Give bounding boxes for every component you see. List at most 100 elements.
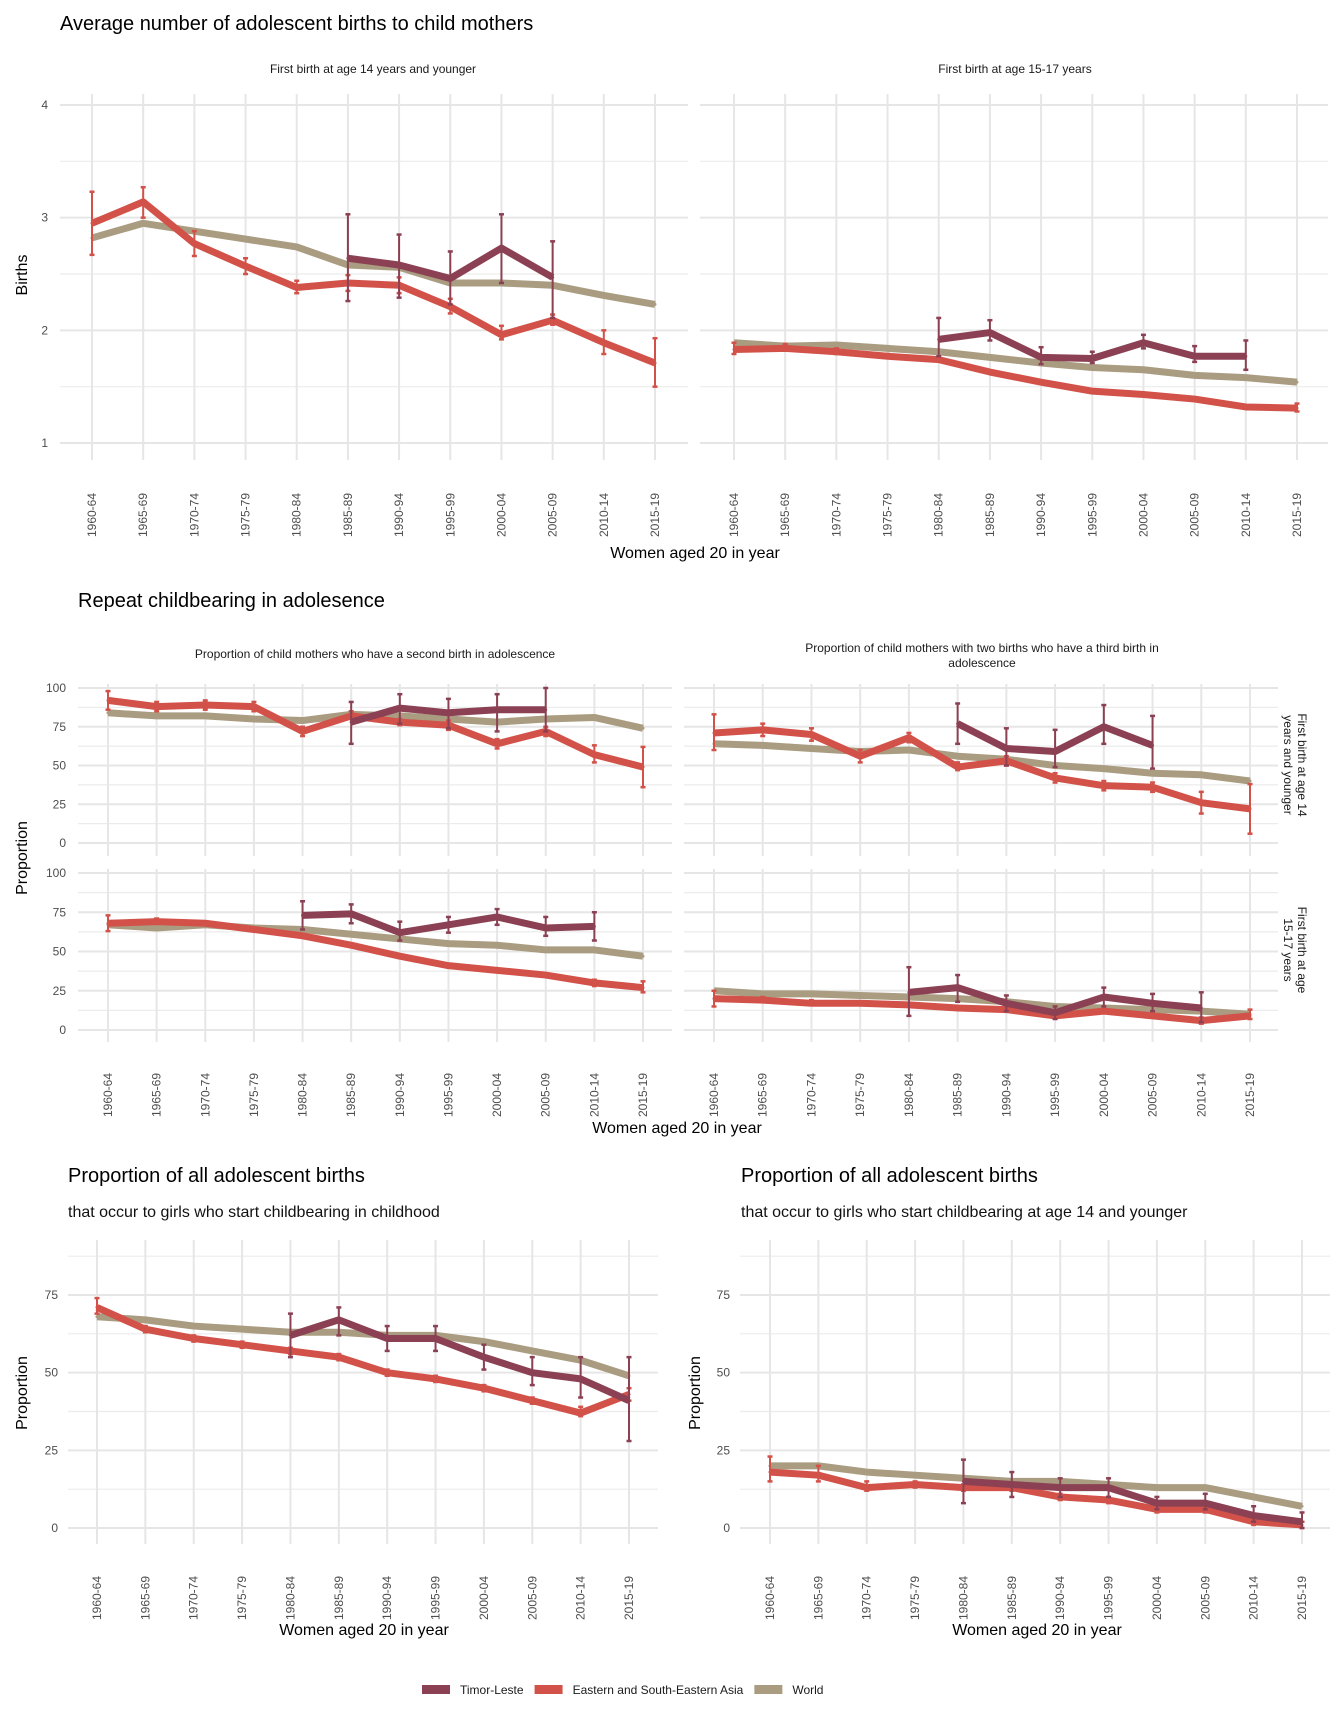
series-line (733, 339, 1298, 386)
legend-swatch (422, 1685, 450, 1694)
error-bar (885, 352, 891, 359)
error-bar (1009, 1470, 1015, 1499)
error-bar (345, 213, 351, 303)
facet-label-births-14: First birth at age 14 years and younger (270, 62, 476, 76)
x-tick-label: 1980-84 (956, 1576, 970, 1620)
data-point (155, 926, 159, 930)
error-bar (1057, 1477, 1063, 1499)
series-timor-leste (955, 702, 1156, 770)
y-tick-label: 0 (51, 1521, 58, 1535)
legend-item: Timor-Leste (422, 1683, 524, 1697)
section-subtitle-share-14: that occur to girls who start childbeari… (741, 1204, 1188, 1221)
x-tick-label: 1980-84 (283, 1576, 297, 1620)
series-eastern-and-south-eastern-asia (94, 1296, 632, 1418)
error-bar (955, 702, 961, 746)
x-tick-label: 1965-69 (150, 1073, 164, 1117)
error-bar (348, 903, 354, 925)
error-bar (1202, 1492, 1208, 1511)
data-point (252, 717, 256, 721)
error-bar (912, 1480, 918, 1489)
error-bar (760, 995, 766, 1003)
error-bar (529, 1355, 535, 1387)
error-bar (348, 942, 354, 949)
error-bar (833, 347, 839, 356)
error-bar (202, 920, 208, 927)
error-bar (1150, 1013, 1156, 1019)
error-bar (1038, 379, 1044, 385)
y-tick-label: 0 (723, 1521, 730, 1535)
error-bar (1243, 339, 1249, 372)
data-point (641, 726, 645, 730)
x-tick-label: 2010-14 (597, 493, 611, 537)
error-bar (1089, 388, 1095, 394)
x-tick-label: 1975-79 (908, 1576, 922, 1620)
data-point (95, 1315, 99, 1319)
panel-births-1517: 1960-64 1965-69 1970-74 1975-79 1980-84 1985-… (700, 94, 1328, 537)
error-bar (1150, 992, 1156, 1013)
y-tick-label: 25 (45, 1443, 59, 1457)
error-bar (936, 316, 942, 358)
data-point (761, 743, 765, 747)
x-tick-label: 1995-99 (1048, 1073, 1062, 1117)
x-axis-label-repeat: Women aged 20 in year (592, 1120, 762, 1137)
data-point (865, 1470, 869, 1474)
x-tick-label: 1975-79 (247, 1073, 261, 1117)
error-bar (1101, 779, 1107, 792)
x-tick-label: 1975-79 (235, 1576, 249, 1620)
error-bar (300, 725, 306, 738)
error-bar (105, 914, 111, 933)
error-bar (640, 745, 646, 789)
data-point (1244, 376, 1248, 380)
error-bar (494, 967, 500, 974)
x-tick-label: 2005-09 (1146, 1073, 1160, 1117)
error-bar (906, 965, 912, 1018)
y-axis-label-births: Births (14, 255, 31, 296)
data-point (988, 355, 992, 359)
y-tick-label: 50 (53, 759, 67, 773)
facet-label-second-birth: Proportion of child mothers who have a s… (195, 647, 556, 661)
section-title-share-childhood: Proportion of all adolescent births (68, 1165, 365, 1187)
error-bar (815, 1464, 821, 1483)
data-point (641, 954, 645, 958)
y-tick-label: 4 (41, 98, 48, 112)
x-tick-label: 1995-99 (429, 1576, 443, 1620)
data-point (1155, 1486, 1159, 1490)
x-tick-label: 1965-69 (778, 493, 792, 537)
data-point (143, 1318, 147, 1322)
error-bar (782, 342, 788, 352)
x-tick-label: 1965-69 (811, 1576, 825, 1620)
series-line (96, 1313, 631, 1380)
error-bar (384, 1324, 390, 1353)
error-bar (591, 978, 597, 988)
error-bar (498, 324, 504, 341)
series-line (107, 918, 644, 992)
x-tick-label: 2000-04 (1150, 1576, 1164, 1620)
series-timor-leste (348, 686, 549, 746)
y-tick-label: 0 (59, 836, 66, 850)
x-tick-label: 1965-69 (756, 1073, 770, 1117)
error-bar (498, 213, 504, 285)
error-bar (543, 915, 549, 938)
series-line (90, 198, 657, 367)
data-point (141, 221, 145, 225)
x-tick-label: 1990-94 (1034, 493, 1048, 537)
data-point (1252, 1495, 1256, 1499)
data-point (1102, 767, 1106, 771)
legend: Timor-Leste Eastern and South-Eastern Asi… (422, 1683, 823, 1697)
error-bar (760, 722, 766, 738)
error-bar (1150, 714, 1156, 770)
x-tick-label: 2010-14 (1247, 1576, 1261, 1620)
error-bar (191, 1334, 197, 1343)
data-point (1295, 380, 1299, 384)
facet-label-third-birth-line1: Proportion of child mothers with two bir… (805, 641, 1159, 655)
error-bar (906, 731, 912, 744)
error-bar (294, 279, 300, 295)
row-label-1517-line2: 15-17 years (1281, 918, 1295, 981)
error-bar (300, 932, 306, 939)
data-point (240, 1327, 244, 1331)
data-point (1193, 373, 1197, 377)
error-bar (711, 713, 717, 752)
data-point (295, 245, 299, 249)
data-point (530, 1349, 534, 1353)
